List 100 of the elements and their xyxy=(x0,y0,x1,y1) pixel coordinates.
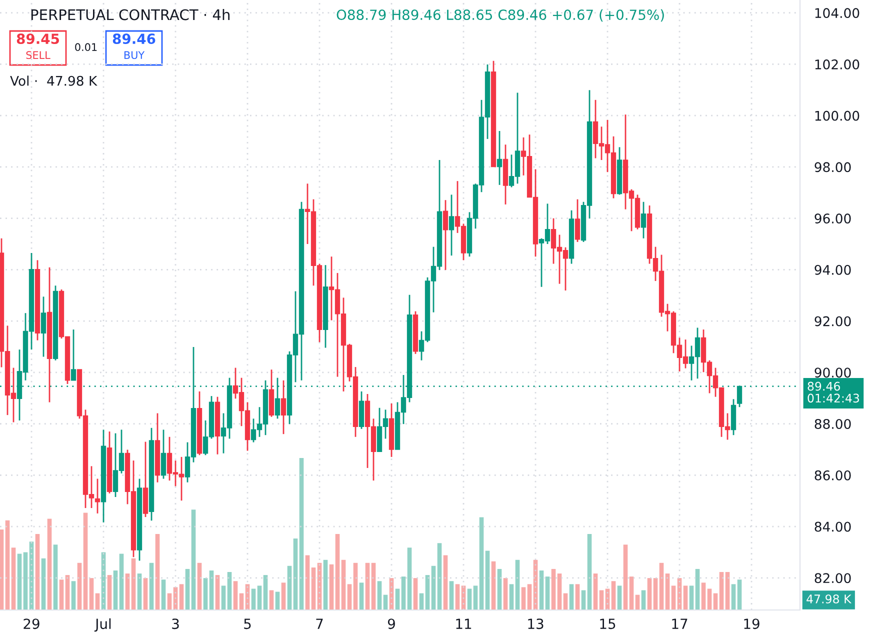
bar xyxy=(143,578,148,610)
x-tick-label: 9 xyxy=(388,618,395,630)
x-tick-label: 29 xyxy=(24,618,40,630)
bar xyxy=(617,586,622,610)
bar xyxy=(599,590,604,610)
bar xyxy=(53,544,58,610)
bar xyxy=(203,578,208,610)
bar xyxy=(83,512,88,610)
bar xyxy=(11,548,16,610)
x-tick-label: 13 xyxy=(528,618,544,630)
x-tick-label: 5 xyxy=(244,618,251,630)
bar xyxy=(233,581,238,610)
bar xyxy=(209,570,214,610)
bar xyxy=(425,575,430,610)
bar xyxy=(89,578,94,610)
y-tick-label: 84.00 xyxy=(814,522,851,532)
bar xyxy=(281,582,286,610)
bar xyxy=(257,586,262,610)
bar xyxy=(185,568,190,610)
bar xyxy=(683,586,688,610)
candlestick xyxy=(442,199,448,271)
bar xyxy=(539,570,544,610)
bar xyxy=(491,561,496,610)
bar xyxy=(509,584,514,610)
annotation: 89.46 xyxy=(112,34,156,44)
y-tick-label: 92.00 xyxy=(814,316,851,326)
bar xyxy=(737,580,742,610)
bar xyxy=(323,560,328,610)
candlestick xyxy=(40,296,46,358)
bar xyxy=(17,554,22,610)
bar xyxy=(557,574,562,610)
annotation: 0.01 xyxy=(75,43,97,52)
bar xyxy=(515,560,520,610)
bar xyxy=(221,586,226,610)
bar xyxy=(479,517,484,610)
candlestick xyxy=(496,130,502,186)
candlestick xyxy=(640,201,646,240)
x-tick-label: 7 xyxy=(316,618,323,629)
bar xyxy=(113,570,118,610)
bar xyxy=(659,562,664,610)
bar xyxy=(641,590,646,610)
bar xyxy=(503,578,508,610)
bar xyxy=(353,562,358,610)
bar xyxy=(365,562,370,610)
bar xyxy=(689,586,694,610)
bar xyxy=(611,581,616,610)
bar xyxy=(395,588,400,610)
bar xyxy=(161,580,166,610)
bar xyxy=(41,558,46,610)
bar xyxy=(77,562,82,610)
bar xyxy=(437,543,442,610)
bar xyxy=(485,550,490,610)
bar xyxy=(449,581,454,610)
bar xyxy=(23,552,28,610)
x-tick-label: Jul xyxy=(94,618,111,632)
bar xyxy=(149,562,154,610)
bar xyxy=(401,576,406,610)
y-tick-label: 82.00 xyxy=(814,573,851,584)
bar xyxy=(665,574,670,610)
candlestick xyxy=(280,380,286,435)
x-tick-label: 11 xyxy=(456,618,472,629)
bar xyxy=(293,538,298,610)
bar xyxy=(707,588,712,610)
y-tick-label: 86.00 xyxy=(814,470,851,480)
bar xyxy=(137,574,142,610)
y-tick-label: 102.00 xyxy=(815,59,860,70)
bar xyxy=(467,588,472,610)
y-tick-label: 96.00 xyxy=(814,214,851,224)
bar xyxy=(329,564,334,610)
text: PERPETUAL CONTRACT · 4h xyxy=(31,8,230,20)
bar xyxy=(695,568,700,610)
bar xyxy=(653,578,658,610)
bar xyxy=(59,580,64,610)
bar xyxy=(377,581,382,610)
x-tick-label: 19 xyxy=(744,618,760,630)
bar xyxy=(5,520,10,610)
y-tick-label: 100.00 xyxy=(815,110,860,121)
bar xyxy=(197,562,202,610)
bar xyxy=(593,574,598,610)
candlestick xyxy=(160,429,166,480)
bar xyxy=(191,510,196,610)
bar xyxy=(701,582,706,610)
bar xyxy=(47,518,52,610)
bar xyxy=(521,587,526,610)
bar xyxy=(287,566,292,610)
bar xyxy=(179,584,184,610)
bar xyxy=(341,560,346,610)
bar xyxy=(413,578,418,610)
bar xyxy=(215,575,220,610)
bar xyxy=(347,584,352,610)
candlestick xyxy=(448,194,454,256)
bar xyxy=(251,588,256,610)
bar xyxy=(263,575,268,610)
bar xyxy=(725,572,730,610)
annotation: BUY xyxy=(124,51,145,60)
bar xyxy=(227,572,232,610)
bar xyxy=(569,584,574,610)
bar xyxy=(497,568,502,610)
bar xyxy=(359,582,364,610)
bar xyxy=(731,584,736,610)
